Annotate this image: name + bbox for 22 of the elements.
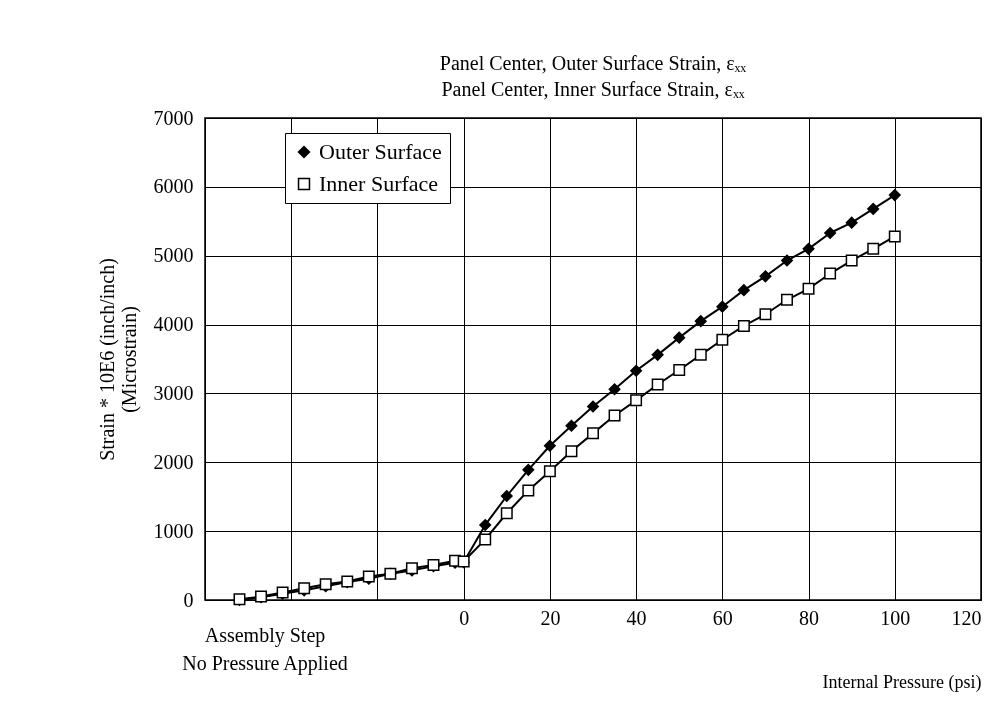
chart-subtitle: Panel Center, Inner Surface Strain, εₓₓ bbox=[441, 78, 745, 100]
y-tick-label: 2000 bbox=[153, 450, 194, 473]
x-axis-title: Internal Pressure (psi) bbox=[822, 671, 982, 693]
text: Assembly Step No Pressure Applied bbox=[182, 624, 348, 675]
y-tick-label: 6000 bbox=[153, 175, 194, 198]
x-tick-label: 0 bbox=[459, 606, 470, 629]
x-tick-label: 40 bbox=[626, 606, 647, 629]
x-tick-label: 60 bbox=[712, 606, 733, 629]
y-tick-label: 7000 bbox=[153, 106, 194, 129]
x-tick-label: 20 bbox=[540, 606, 561, 629]
y-tick-label: 5000 bbox=[153, 244, 194, 267]
legend-label: Inner Surface bbox=[319, 171, 439, 196]
x-tick-label: 120 bbox=[951, 606, 982, 629]
y-tick-label: 4000 bbox=[153, 313, 194, 336]
y-tick-label: 0 bbox=[183, 588, 194, 611]
y-tick-label: 3000 bbox=[153, 381, 194, 404]
y-tick-label: 1000 bbox=[153, 519, 194, 542]
x-tick-label: 100 bbox=[880, 606, 911, 629]
legend-label: Outer Surface bbox=[319, 139, 442, 164]
y-axis-title: Strain * 10E6 (inch/inch) (Microstrain) bbox=[95, 258, 141, 461]
x-tick-label: 80 bbox=[799, 606, 820, 629]
chart-title: Panel Center, Outer Surface Strain, εₓₓ bbox=[439, 52, 747, 74]
